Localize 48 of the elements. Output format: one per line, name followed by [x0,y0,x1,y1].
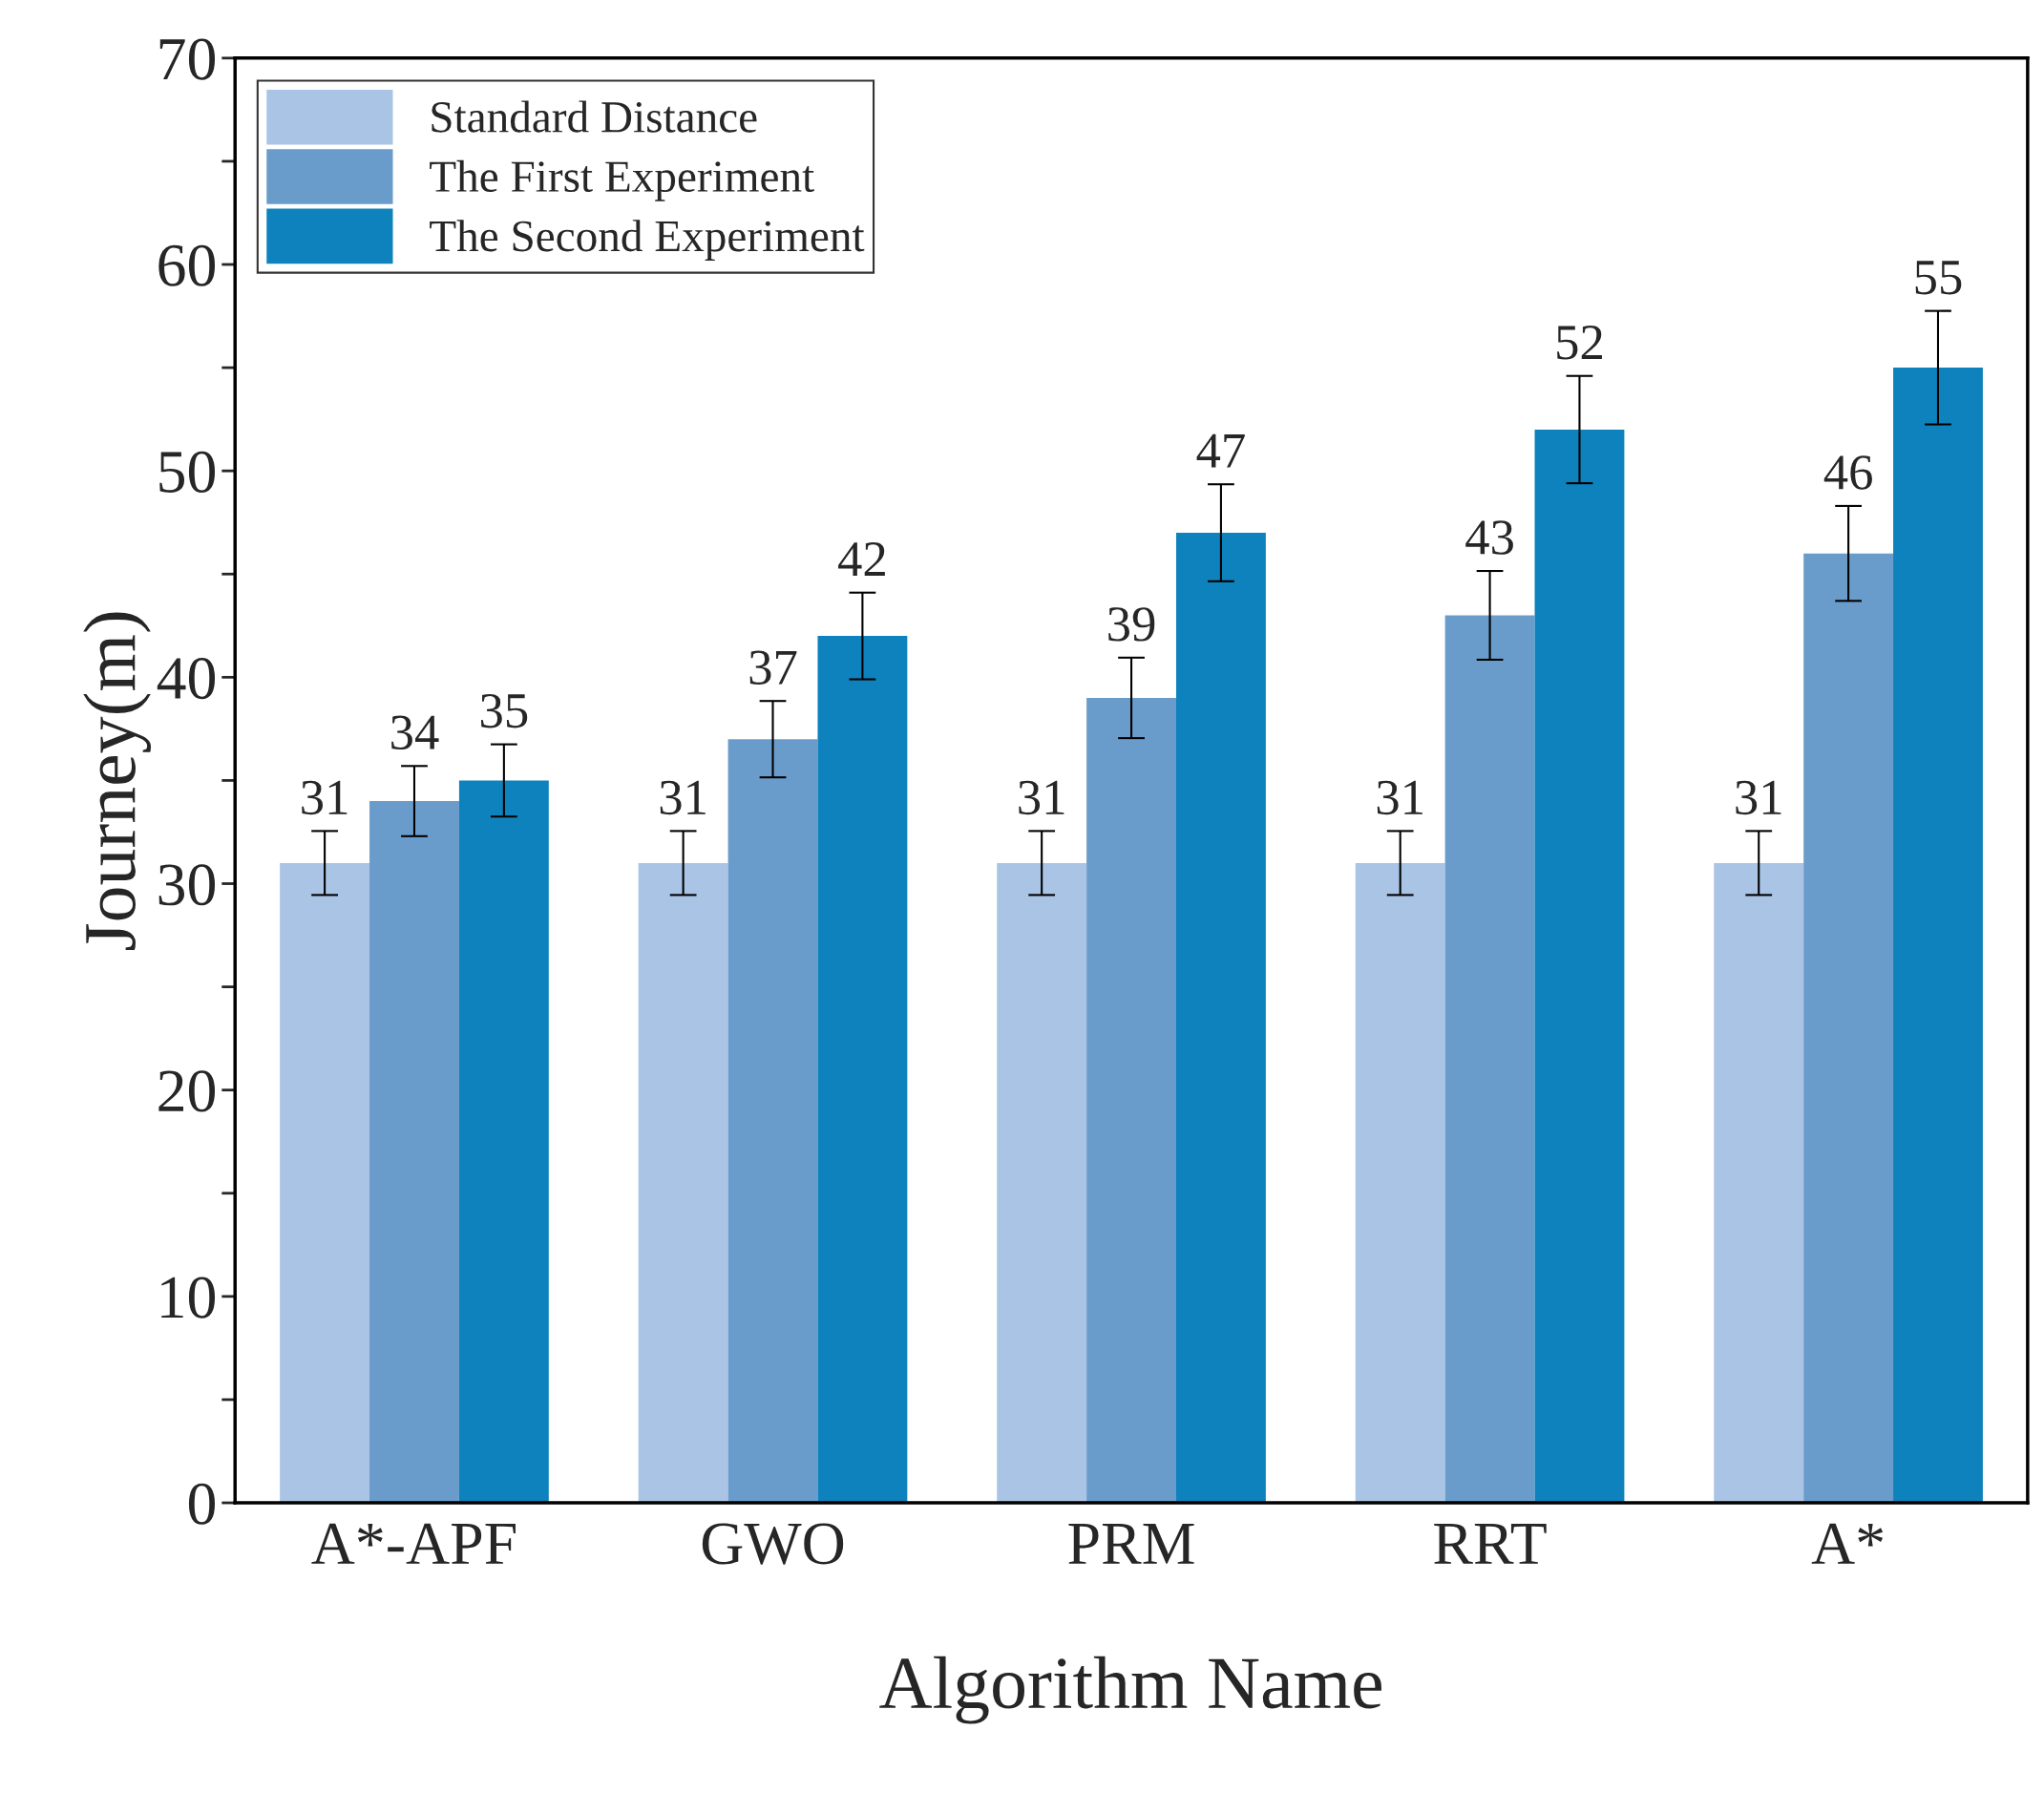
data-label: 42 [838,542,885,576]
bar [997,862,1087,1504]
bar [1534,429,1625,1504]
y-tick-label: 60 [158,244,216,286]
bar [458,780,549,1504]
bar [369,801,459,1504]
y-tick-label: 50 [159,451,216,493]
bar [1444,615,1535,1504]
bar [638,862,728,1504]
y-tick-label: 30 [158,864,216,906]
y-axis-title: Journey(m) [83,612,152,951]
data-label: 35 [481,693,528,728]
data-label: 31 [1019,780,1064,815]
bar [727,739,818,1504]
data-label: 37 [749,650,797,685]
data-label: 46 [1823,455,1872,490]
y-tick-label: 0 [188,1483,216,1525]
x-tick-label: A* [1811,1523,1884,1564]
bar [817,636,908,1504]
data-label: 31 [1736,780,1781,815]
data-label: 47 [1196,433,1245,468]
data-label: 43 [1465,520,1513,555]
y-tick-label: 70 [159,38,216,80]
bar [1355,862,1445,1504]
data-label: 52 [1557,326,1602,360]
bar [280,862,370,1504]
bar [1714,862,1804,1504]
bar [1175,533,1266,1504]
x-tick-label: GWO [702,1523,844,1565]
y-tick-label: 40 [157,658,216,700]
y-tick-label: 10 [161,1277,216,1319]
x-tick-label: PRM [1068,1523,1194,1564]
data-label: 31 [1377,780,1422,815]
bar [1803,553,1894,1504]
x-axis-title: Algorithm Name [879,1656,1381,1724]
bar [1893,368,1983,1504]
data-label: 39 [1108,607,1155,642]
data-label: 31 [660,780,706,815]
y-tick-label: 20 [158,1070,216,1112]
data-label: 34 [391,715,439,750]
data-label: 31 [302,780,348,815]
legend-label: Standard Distance [432,100,757,133]
legend-label: The Second Experiment [430,220,865,261]
data-label: 55 [1915,261,1962,295]
bar [1086,697,1176,1504]
x-tick-label: RRT [1434,1523,1547,1564]
legend-label: The First Experiment [430,159,814,201]
x-tick-label: A*-APF [311,1523,516,1564]
